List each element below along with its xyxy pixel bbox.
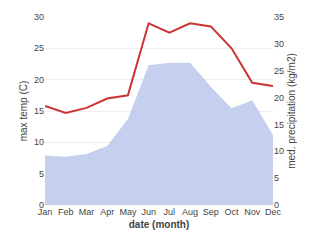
svg-text:10: 10 [274,146,284,156]
svg-text:Jun: Jun [141,207,156,217]
svg-text:Aug: Aug [182,207,198,217]
svg-text:25: 25 [274,66,284,76]
svg-text:Jan: Jan [38,207,53,217]
svg-text:Feb: Feb [58,207,74,217]
svg-text:0: 0 [274,200,279,210]
svg-text:20: 20 [34,75,44,85]
svg-text:0: 0 [39,200,44,210]
svg-text:Jul: Jul [164,207,176,217]
svg-text:Nov: Nov [244,207,261,217]
svg-text:5: 5 [39,169,44,179]
svg-text:Dec: Dec [265,207,282,217]
svg-text:30: 30 [274,39,284,49]
svg-text:med. precipitation (kg/m2): med. precipitation (kg/m2) [286,53,297,169]
svg-text:20: 20 [274,93,284,103]
svg-text:25: 25 [34,43,44,53]
svg-text:Sep: Sep [203,207,219,217]
svg-text:May: May [119,207,137,217]
svg-text:35: 35 [274,12,284,22]
svg-text:date (month): date (month) [129,219,190,230]
svg-text:15: 15 [274,120,284,130]
svg-text:Oct: Oct [225,207,240,217]
svg-text:30: 30 [34,12,44,22]
svg-text:15: 15 [34,106,44,116]
svg-text:10: 10 [34,137,44,147]
svg-text:max temp (C): max temp (C) [18,81,29,142]
svg-text:Apr: Apr [100,207,114,217]
svg-text:5: 5 [274,173,279,183]
svg-text:Mar: Mar [79,207,95,217]
